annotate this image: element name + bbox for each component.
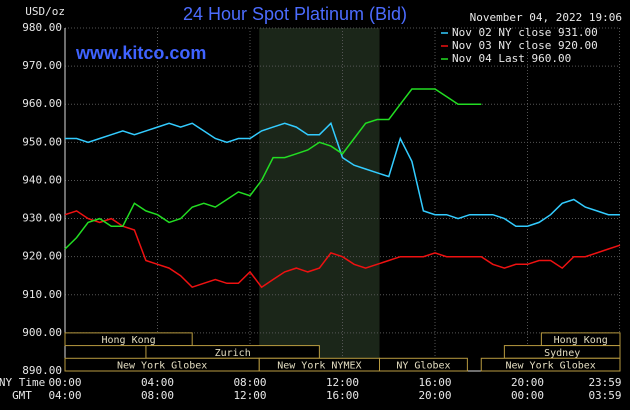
legend-label: Nov 04 Last 960.00	[452, 52, 571, 65]
y-tick-label: 910.00	[22, 288, 62, 301]
chart-title: 24 Hour Spot Platinum (Bid)	[183, 4, 407, 24]
session-bar	[64, 332, 193, 347]
x-tick-label-gmt: 16:00	[326, 389, 359, 402]
x-tick-label: 16:00	[418, 376, 451, 389]
session-label: Sydney	[544, 348, 580, 359]
legend-label: Nov 02 NY close 931.00	[452, 26, 598, 39]
y-tick-label: 950.00	[22, 135, 62, 148]
x-row-label: GMT	[12, 389, 32, 402]
y-tick-label: 970.00	[22, 59, 62, 72]
x-tick-label: 04:00	[141, 376, 174, 389]
y-tick-label: 900.00	[22, 326, 62, 339]
x-tick-label-gmt: 00:00	[511, 389, 544, 402]
timestamp: November 04, 2022 19:06	[470, 11, 622, 24]
x-tick-label: 20:00	[511, 376, 544, 389]
y-tick-label: 940.00	[22, 173, 62, 186]
x-tick-label-gmt: 04:00	[48, 389, 81, 402]
x-tick-label-gmt: 20:00	[418, 389, 451, 402]
session-label: Hong Kong	[554, 335, 608, 346]
session-bar	[480, 357, 621, 372]
y-tick-label: 890.00	[22, 364, 62, 377]
legend-label: Nov 03 NY close 920.00	[452, 39, 598, 52]
session-label: NY Globex	[396, 361, 450, 372]
session-label: Zurich	[215, 348, 251, 359]
watermark: www.kitco.com	[75, 43, 206, 63]
x-tick-label-gmt: 08:00	[141, 389, 174, 402]
x-row-label: NY Time	[0, 376, 45, 389]
price-line	[64, 210, 621, 289]
session-label: Hong Kong	[102, 335, 156, 346]
session-label: New York Globex	[117, 361, 207, 372]
price-line	[65, 121, 620, 227]
x-tick-label: 12:00	[326, 376, 359, 389]
y-tick-label: 920.00	[22, 250, 62, 263]
x-tick-label-gmt: 12:00	[233, 389, 266, 402]
x-tick-label-gmt: 03:59	[588, 389, 621, 402]
session-shading	[259, 28, 380, 371]
x-tick-label: 00:00	[48, 376, 81, 389]
y-tick-label: 960.00	[22, 97, 62, 110]
session-label: New York NYMEX	[277, 361, 361, 372]
y-axis-label: USD/oz	[25, 5, 65, 18]
x-tick-label: 08:00	[233, 376, 266, 389]
y-tick-label: 930.00	[22, 212, 62, 225]
session-label: New York Globex	[505, 361, 595, 372]
x-tick-label: 23:59	[588, 376, 621, 389]
y-tick-label: 980.00	[22, 21, 62, 34]
session-bar	[379, 357, 468, 372]
price-line	[64, 88, 482, 250]
